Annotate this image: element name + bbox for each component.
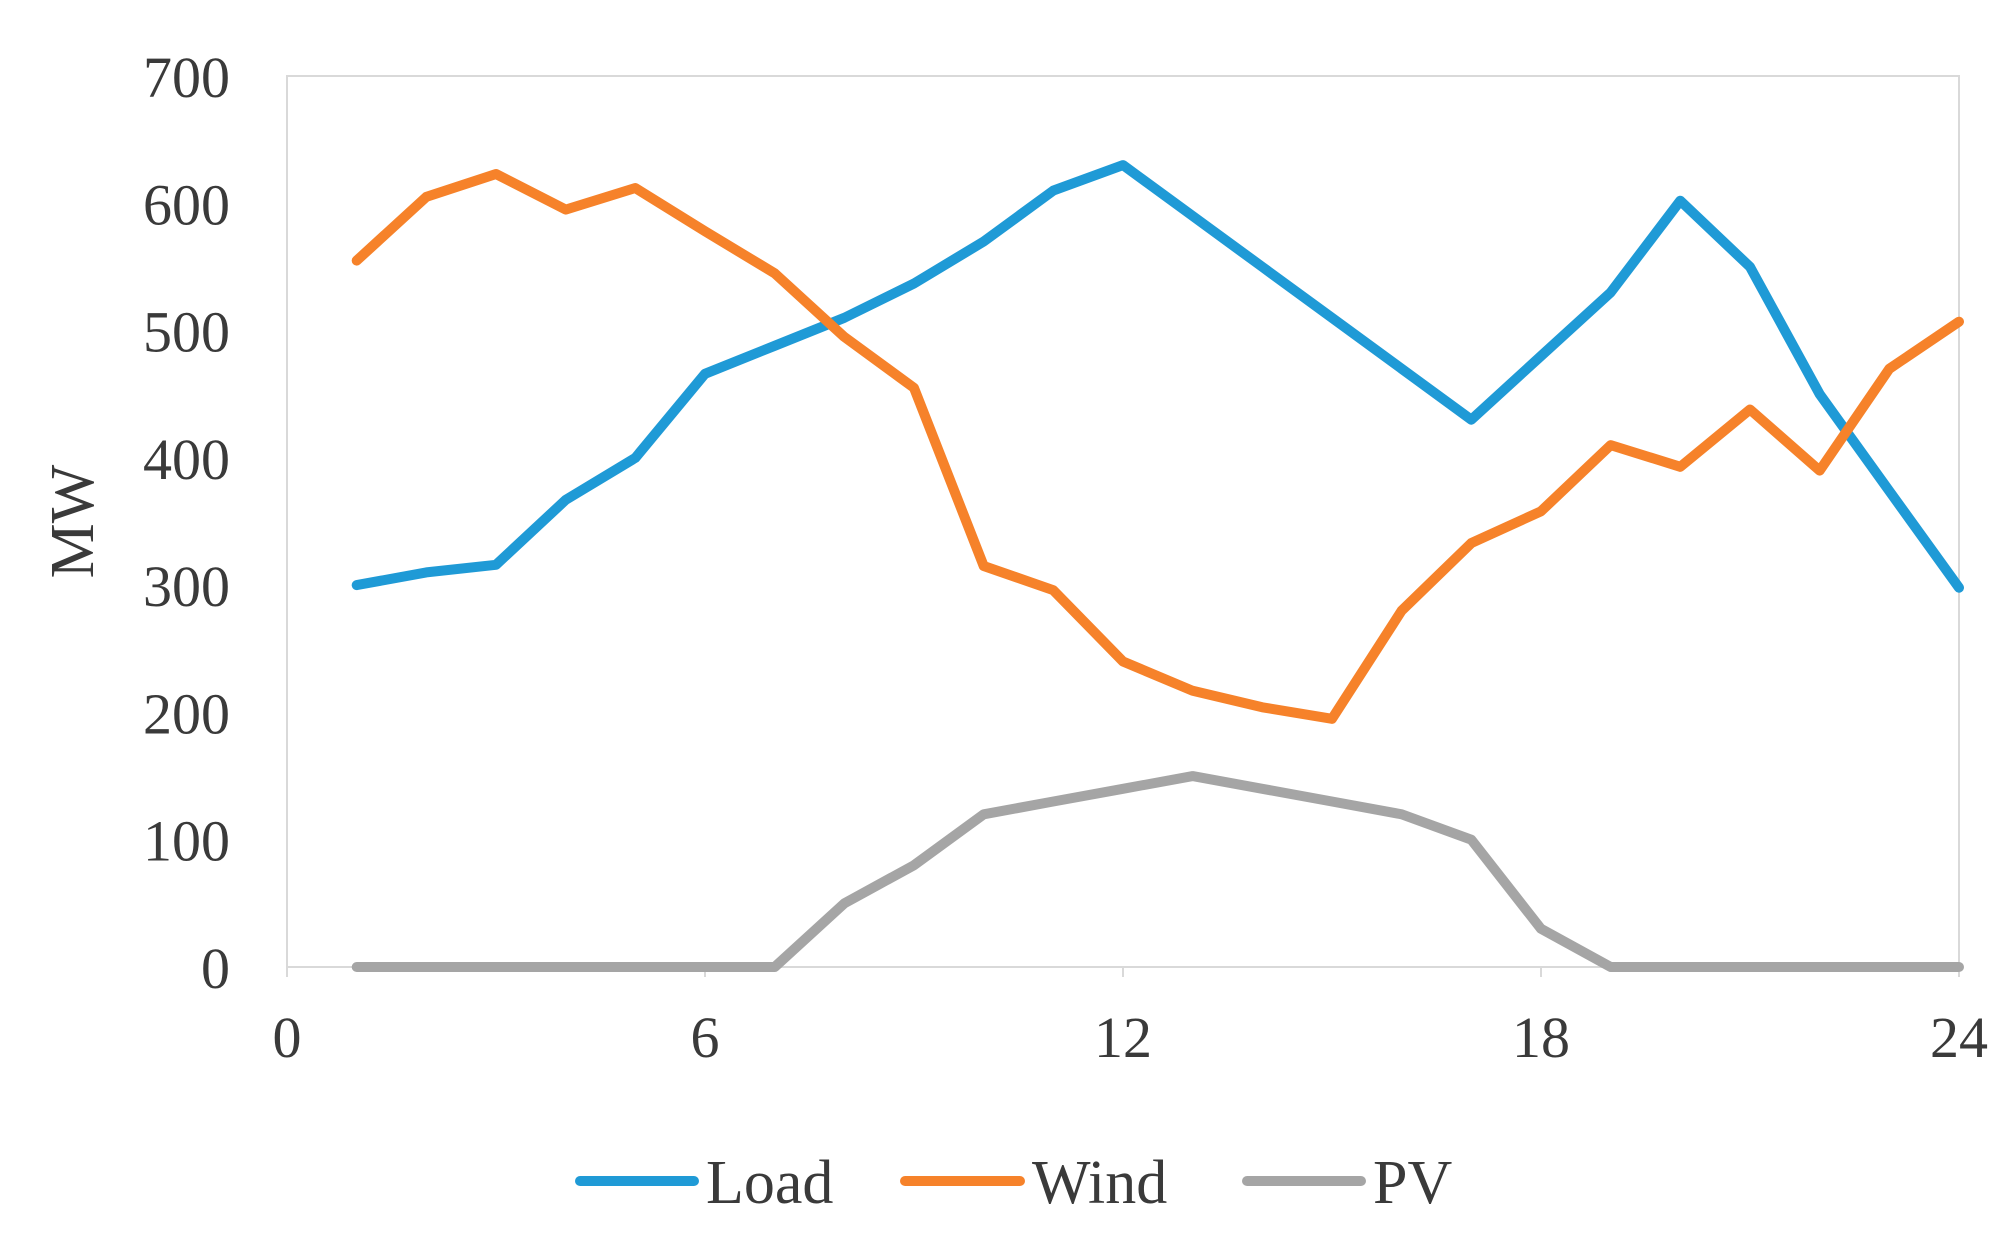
legend: Load Wind PV <box>575 1149 1452 1217</box>
legend-label-wind: Wind <box>1032 1149 1167 1217</box>
y-tick-label: 200 <box>143 681 230 746</box>
y-axis-label: MW <box>39 464 107 578</box>
y-tick-label: 600 <box>143 172 230 237</box>
series-line-pv <box>351 771 1964 972</box>
series-line-wind <box>351 169 1964 724</box>
x-tick-label: 0 <box>273 1005 302 1070</box>
y-tick-label: 500 <box>143 300 230 365</box>
y-tick-label: 700 <box>143 45 230 110</box>
x-tick-label: 18 <box>1512 1005 1570 1070</box>
series-lines <box>351 160 1964 972</box>
legend-label-pv: PV <box>1373 1149 1452 1217</box>
x-tick-label: 12 <box>1094 1005 1152 1070</box>
series-line-load <box>351 160 1964 593</box>
y-tick-label: 300 <box>143 554 230 619</box>
x-tick-label: 24 <box>1930 1005 1988 1070</box>
y-tick-label: 0 <box>201 936 230 1001</box>
y-tick-label: 100 <box>143 809 230 874</box>
y-tick-label: 400 <box>143 427 230 492</box>
legend-label-load: Load <box>706 1149 833 1217</box>
axes: 0 100 200 300 400 500 600 700 0 6 12 18 24 MW <box>39 45 1988 1070</box>
x-tick-label: 6 <box>691 1005 720 1070</box>
